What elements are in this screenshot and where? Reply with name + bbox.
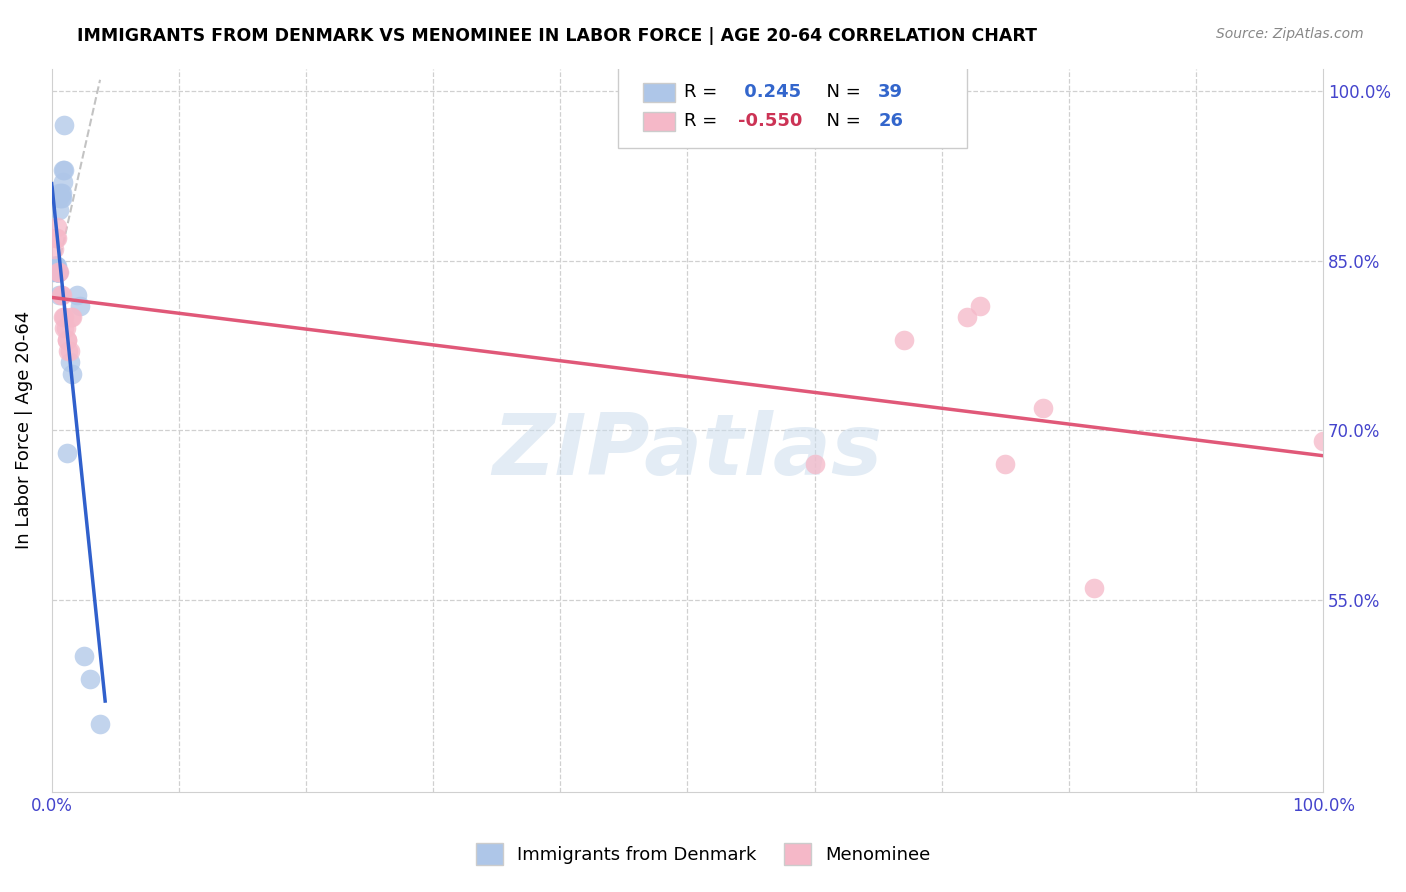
Point (42, 265, 65, 279)
Point (56, 333, 79, 347)
Point (46, 265, 69, 279)
Point (48, 265, 70, 279)
Text: 26: 26 (879, 112, 903, 130)
Point (58, 344, 80, 359)
Point (53, 163, 76, 178)
Point (45, 231, 67, 245)
Point (46, 265, 69, 279)
Point (994, 457, 1017, 471)
Point (58, 355, 80, 369)
Point (45, 219, 67, 234)
Point (55, 321, 77, 335)
Point (46, 265, 69, 279)
Point (45, 260, 67, 274)
Text: R =: R = (683, 83, 723, 102)
Point (45, 265, 67, 279)
Point (42, 260, 65, 274)
Point (60, 310, 83, 325)
Point (89, 717, 111, 731)
Point (69, 299, 91, 313)
Point (45, 265, 67, 279)
Y-axis label: In Labor Force | Age 20-64: In Labor Force | Age 20-64 (15, 311, 32, 549)
Point (1032, 401, 1054, 415)
Point (58, 344, 80, 359)
Point (56, 333, 79, 347)
Point (45, 265, 67, 279)
Point (1312, 434, 1334, 449)
Point (45, 260, 67, 274)
Point (51, 186, 73, 200)
Point (44, 260, 66, 274)
Point (46, 265, 69, 279)
Point (45, 260, 67, 274)
Point (44, 243, 66, 257)
Point (53, 321, 76, 335)
Point (45, 231, 67, 245)
Text: ZIPatlas: ZIPatlas (492, 410, 883, 493)
Text: N =: N = (814, 112, 866, 130)
Point (46, 265, 69, 279)
Point (893, 333, 915, 347)
Point (59, 310, 82, 325)
Point (51, 287, 73, 301)
Point (52, 310, 75, 325)
Point (46, 265, 69, 279)
Point (66, 287, 89, 301)
Text: IMMIGRANTS FROM DENMARK VS MENOMINEE IN LABOR FORCE | AGE 20-64 CORRELATION CHAR: IMMIGRANTS FROM DENMARK VS MENOMINEE IN … (77, 27, 1038, 45)
Point (956, 310, 979, 325)
Point (48, 202, 70, 217)
Point (49, 186, 72, 200)
Point (52, 163, 75, 178)
Point (49, 191, 72, 205)
Point (1083, 582, 1105, 596)
Point (48, 191, 70, 205)
Point (45, 260, 67, 274)
Bar (643, 112, 675, 131)
Point (48, 186, 70, 200)
Point (803, 457, 825, 471)
Point (45, 265, 67, 279)
Point (60, 367, 83, 381)
Point (48, 287, 70, 301)
Bar (643, 83, 675, 102)
Text: Source: ZipAtlas.com: Source: ZipAtlas.com (1216, 27, 1364, 41)
Text: -0.550: -0.550 (738, 112, 803, 130)
Point (44, 260, 66, 274)
Point (56, 446, 79, 460)
Point (45, 260, 67, 274)
Legend: Immigrants from Denmark, Menominee: Immigrants from Denmark, Menominee (468, 836, 938, 872)
Point (52, 174, 75, 188)
Point (969, 299, 991, 313)
Point (72, 649, 94, 664)
Text: R =: R = (683, 112, 723, 130)
Point (79, 672, 101, 686)
FancyBboxPatch shape (617, 65, 967, 148)
Point (49, 287, 72, 301)
Point (53, 118, 76, 132)
Text: 0.245: 0.245 (738, 83, 801, 102)
Point (51, 191, 73, 205)
Text: 39: 39 (879, 83, 903, 102)
Point (53, 310, 76, 325)
Point (45, 260, 67, 274)
Text: N =: N = (814, 83, 866, 102)
